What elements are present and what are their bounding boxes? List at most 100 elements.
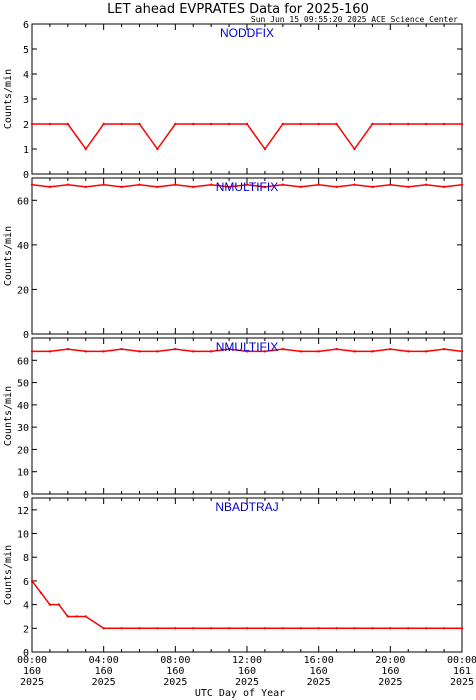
data-point (353, 183, 356, 186)
data-point (120, 627, 123, 630)
x-tick-label-year: 2025 (235, 677, 259, 688)
data-point (407, 122, 410, 126)
x-axis-label: UTC Day of Year (195, 688, 285, 699)
data-point (281, 122, 285, 126)
data-point (317, 183, 320, 186)
data-point (66, 122, 70, 126)
y-tick-label: 4 (23, 70, 29, 81)
data-point (389, 183, 392, 186)
data-point (407, 350, 410, 353)
x-tick-label-doy: 160 (310, 666, 328, 677)
data-point (120, 347, 123, 351)
y-axis-label: Counts/min (3, 386, 14, 446)
data-point (460, 183, 464, 186)
data-point (335, 347, 338, 351)
data-point (192, 122, 195, 126)
data-point (353, 627, 356, 630)
data-point (84, 615, 87, 618)
data-point (424, 627, 428, 630)
data-point (48, 603, 52, 606)
y-tick-label: 0 (23, 330, 29, 341)
data-point (66, 183, 70, 186)
data-point (317, 627, 320, 630)
y-tick-label: 6 (23, 577, 29, 588)
data-point (227, 347, 231, 351)
y-tick-label: 10 (17, 530, 29, 541)
figure-title: LET ahead EVPRATES Data for 2025-160 (107, 2, 369, 17)
data-point (227, 185, 231, 189)
data-point (407, 185, 410, 189)
panel-frame (31, 337, 463, 495)
data-point (460, 627, 464, 630)
data-point (245, 627, 249, 630)
panel-4: 0 2 4 6 8 10 12 NBADTRAJ Counts/min (3, 497, 464, 659)
y-tick-label: 2 (23, 624, 29, 635)
panel-title: NODDFIX (220, 26, 274, 40)
data-point (30, 579, 34, 583)
y-tick-label: 20 (17, 445, 29, 456)
series-line (32, 123, 462, 151)
data-point (299, 627, 302, 630)
y-tick-label: 2 (23, 120, 29, 131)
data-point (48, 185, 52, 189)
data-point (227, 122, 231, 126)
y-tick-label: 0 (23, 490, 29, 501)
data-point (138, 122, 141, 126)
data-point (335, 185, 338, 189)
data-point (371, 122, 374, 126)
data-point (460, 122, 464, 126)
y-tick-label: 5 (23, 45, 29, 56)
data-point (442, 122, 446, 126)
data-point (30, 122, 34, 126)
data-point (156, 185, 159, 189)
data-point (209, 122, 213, 126)
x-tick-label-doy: 160 (166, 666, 184, 677)
data-point (389, 347, 392, 351)
panel-frame (31, 177, 463, 335)
data-point (174, 347, 177, 351)
data-point (389, 122, 392, 126)
x-tick-label-year: 2025 (307, 677, 331, 688)
data-point (389, 627, 392, 630)
data-point (317, 350, 320, 353)
data-point (460, 350, 464, 353)
data-point (317, 122, 320, 126)
x-tick-label-doy: 160 (381, 666, 399, 677)
data-point (156, 627, 159, 630)
data-point (245, 183, 249, 186)
y-tick-label: 0 (23, 648, 29, 659)
data-point (424, 350, 428, 353)
data-point (192, 350, 195, 353)
timestamp: Sun Jun 15 09:55:20 2025 ACE Science Cen… (251, 15, 458, 24)
data-point (227, 627, 231, 630)
data-point (102, 627, 105, 630)
data-point (84, 350, 87, 353)
data-point (371, 350, 374, 353)
data-point (299, 185, 302, 189)
x-tick-label-time: 16:00 (304, 655, 334, 666)
series-line (31, 580, 462, 630)
y-tick-label: 60 (17, 196, 29, 207)
data-point (424, 183, 428, 186)
data-point (30, 183, 34, 186)
data-point (263, 185, 267, 189)
data-point (39, 591, 43, 594)
data-point (209, 350, 213, 353)
panel-title: NMULTIFIX (216, 180, 278, 194)
data-point (299, 122, 302, 126)
data-point (245, 122, 249, 126)
y-tick-label: 40 (17, 401, 29, 412)
data-point (263, 147, 267, 151)
x-tick-label-time: 08:00 (160, 655, 190, 666)
data-point (84, 185, 87, 189)
x-tick-label-year: 2025 (92, 677, 116, 688)
data-point (138, 627, 141, 630)
data-point (48, 350, 52, 353)
y-tick-label: 4 (23, 601, 29, 612)
data-point (120, 122, 123, 126)
x-tick-label-doy: 160 (95, 666, 113, 677)
y-axis-label: Counts/min (3, 226, 14, 286)
y-tick-label: 10 (17, 468, 29, 479)
x-tick-label-time: 20:00 (375, 655, 405, 666)
